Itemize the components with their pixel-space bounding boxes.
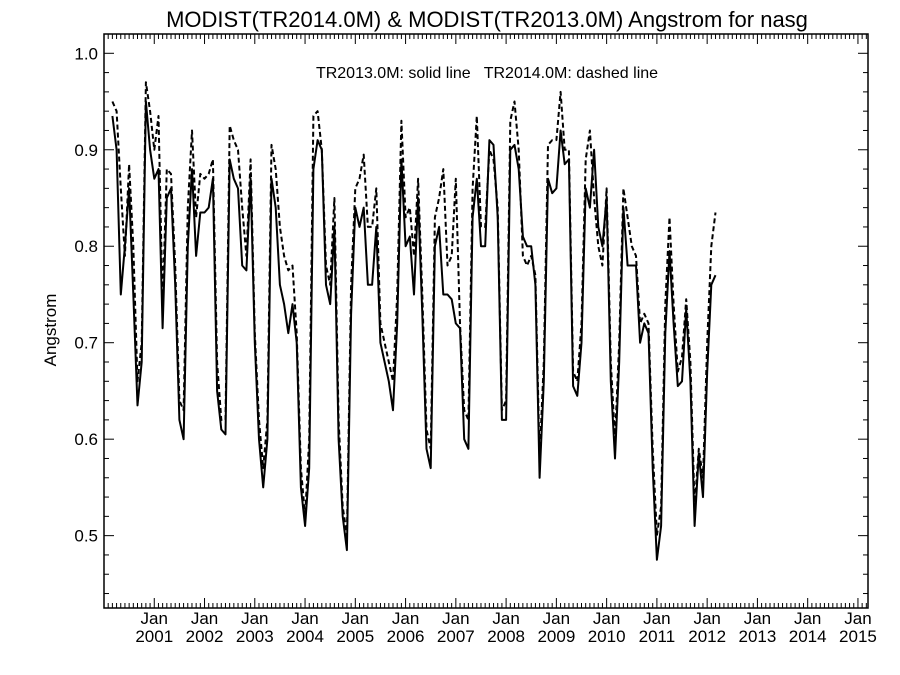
x-tick-year-label: 2015	[839, 627, 877, 646]
x-tick-year-label: 2008	[487, 627, 525, 646]
y-tick-label: 0.5	[74, 527, 98, 546]
x-tick-year-label: 2002	[186, 627, 224, 646]
series-line-TR2014.0M	[111, 81, 717, 537]
x-tick-year-label: 2014	[789, 627, 827, 646]
x-tick-month-label: Jan	[241, 609, 268, 628]
x-tick-month-label: Jan	[342, 609, 369, 628]
x-tick-month-label: Jan	[191, 609, 218, 628]
plot-frame	[103, 33, 869, 609]
x-tick-month-label: Jan	[492, 609, 519, 628]
y-axis: 0.5 0.6 0.7 0.8 0.9 1.0	[74, 33, 868, 595]
x-tick-year-label: 2012	[688, 627, 726, 646]
x-tick-month-label: Jan	[543, 609, 570, 628]
x-tick-year-label: 2004	[286, 627, 324, 646]
x-tick-month-label: Jan	[593, 609, 620, 628]
y-tick-label: 0.9	[74, 141, 98, 160]
x-axis: Jan2001Jan2002Jan2003Jan2004Jan2005Jan20…	[103, 34, 877, 646]
x-tick-month-label: Jan	[794, 609, 821, 628]
series-line-TR2013.0M	[111, 100, 717, 561]
x-tick-month-label: Jan	[291, 609, 318, 628]
x-tick-month-label: Jan	[442, 609, 469, 628]
x-tick-month-label: Jan	[392, 609, 419, 628]
x-tick-year-label: 2010	[588, 627, 626, 646]
chart-title: MODIST(TR2014.0M) & MODIST(TR2013.0M) An…	[166, 7, 808, 32]
x-tick-month-label: Jan	[693, 609, 720, 628]
x-tick-year-label: 2003	[236, 627, 274, 646]
y-tick-label: 0.7	[74, 334, 98, 353]
y-tick-label: 0.6	[74, 430, 98, 449]
x-tick-month-label: Jan	[844, 609, 871, 628]
y-tick-label: 0.8	[74, 237, 98, 256]
x-tick-year-label: 2013	[739, 627, 777, 646]
x-tick-year-label: 2005	[336, 627, 374, 646]
x-tick-year-label: 2006	[387, 627, 425, 646]
y-tick-label: 1.0	[74, 44, 98, 63]
series-lines	[111, 81, 717, 561]
x-tick-month-label: Jan	[141, 609, 168, 628]
x-tick-year-label: 2007	[437, 627, 475, 646]
series-legend-note: TR2013.0M: solid line TR2014.0M: dashed …	[316, 65, 658, 82]
x-tick-year-label: 2011	[639, 627, 676, 646]
x-tick-month-label: Jan	[744, 609, 771, 628]
y-axis-label: Angstrom	[41, 294, 60, 367]
x-tick-year-label: 2001	[135, 627, 173, 646]
x-tick-month-label: Jan	[643, 609, 670, 628]
x-tick-year-label: 2009	[537, 627, 575, 646]
